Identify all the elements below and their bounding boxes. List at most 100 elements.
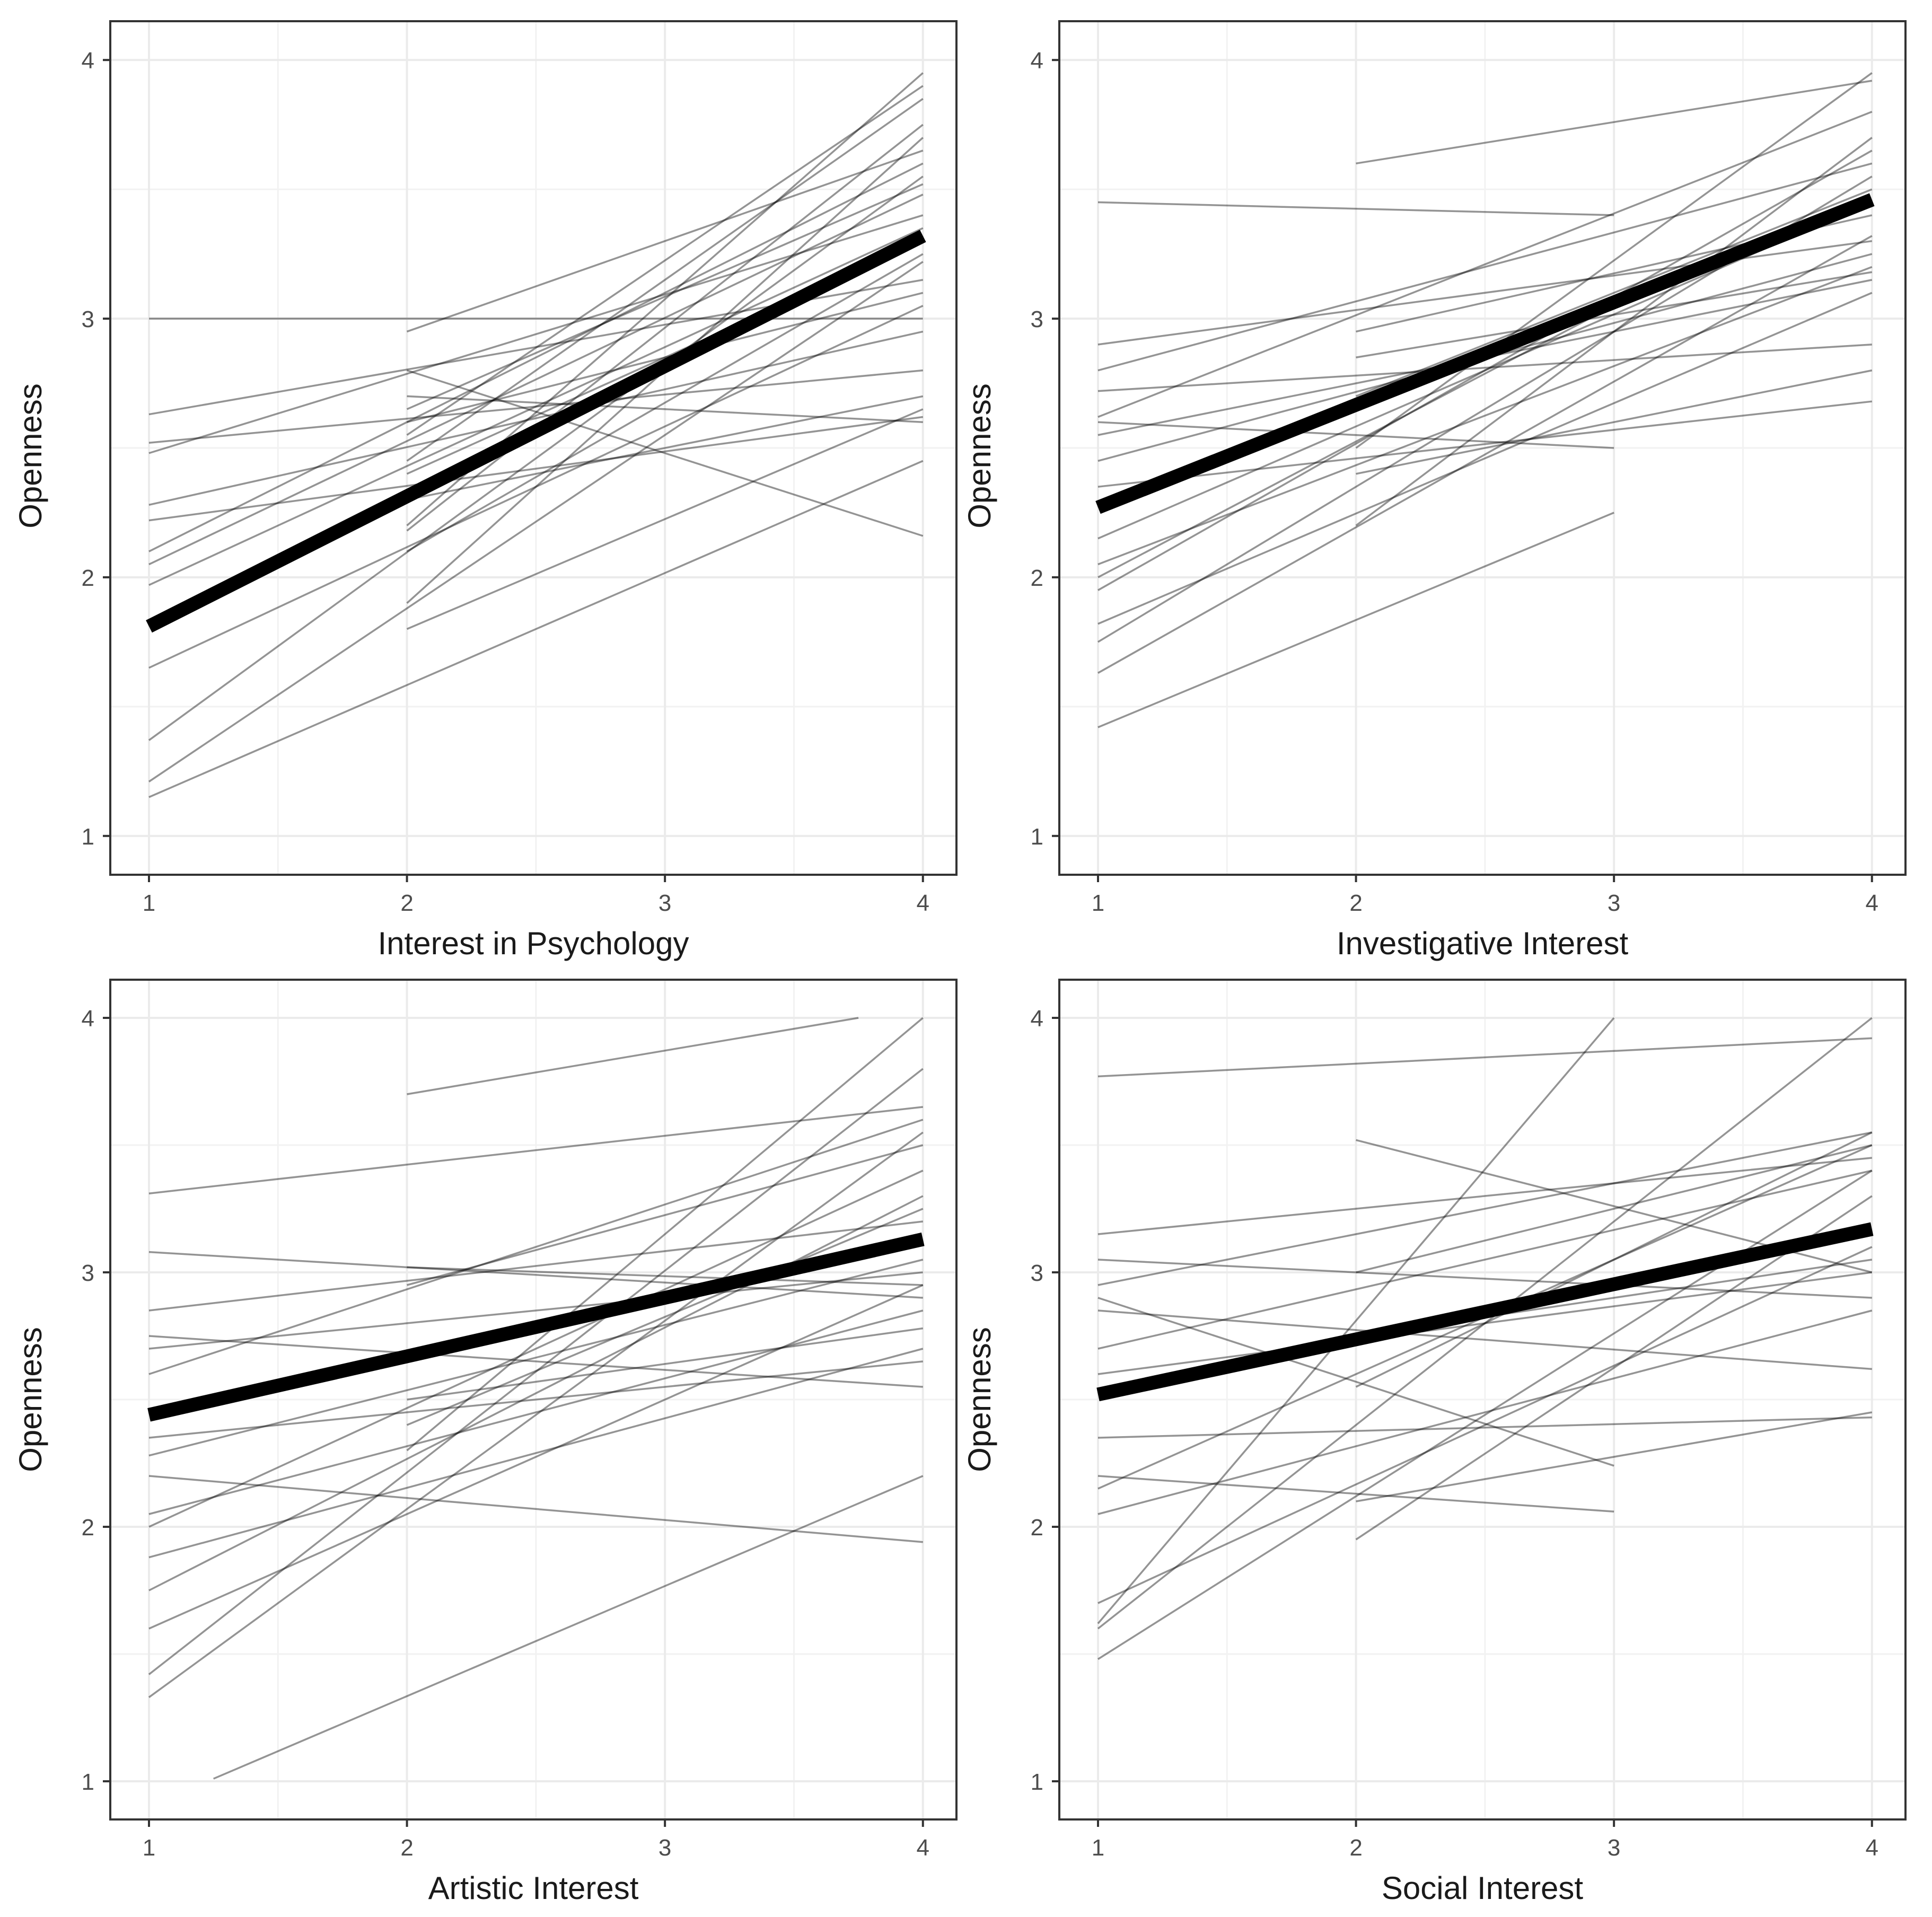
fitted-line <box>146 230 926 633</box>
y-tick-label: 3 <box>1031 1260 1043 1286</box>
x-axis-title: Interest in Psychology <box>378 926 689 961</box>
individual-line <box>1097 344 1872 392</box>
individual-line <box>148 369 923 444</box>
panel-3-labels: Social Interest Openness <box>962 1327 1583 1906</box>
panel-0-labels: Interest in Psychology Openness <box>13 383 689 961</box>
x-tick-label: 1 <box>143 1835 155 1861</box>
individual-line <box>407 395 923 423</box>
y-tick-label: 3 <box>82 1260 94 1286</box>
y-tick-label: 1 <box>82 824 94 850</box>
y-tick-label: 2 <box>82 1515 94 1541</box>
x-axis-title: Investigative Interest <box>1337 926 1629 961</box>
individual-line <box>148 1119 924 1375</box>
individual-line <box>148 330 924 506</box>
individual-line <box>148 1475 923 1543</box>
individual-line <box>407 369 924 537</box>
panel-border <box>109 979 958 1821</box>
y-tick-label: 2 <box>1031 1515 1043 1541</box>
individual-line <box>1097 1475 1614 1513</box>
x-tick-label: 3 <box>658 890 671 916</box>
individual-line <box>148 1068 924 1675</box>
individual-line <box>1097 1271 1872 1375</box>
individual-line <box>1356 1144 1873 1273</box>
y-tick-label: 1 <box>1031 1769 1043 1795</box>
individual-line <box>148 261 924 782</box>
individual-line <box>1097 1259 1872 1299</box>
y-axis-title: Openness <box>13 383 48 529</box>
individual-line <box>1097 1017 1873 1630</box>
individual-line <box>1356 1411 1873 1502</box>
individual-line <box>1097 1309 1873 1515</box>
individual-line <box>148 1335 923 1388</box>
individual-line <box>1097 162 1873 372</box>
individual-line <box>407 1327 923 1401</box>
y-tick-label: 4 <box>82 48 94 74</box>
x-tick-label: 3 <box>1608 1835 1620 1861</box>
individual-line <box>213 1475 924 1780</box>
individual-line <box>1097 111 1873 418</box>
individual-line <box>406 1017 924 1452</box>
x-tick-label: 4 <box>917 1835 929 1861</box>
x-tick-label: 2 <box>1349 1835 1362 1861</box>
x-tick-label: 1 <box>1092 1835 1104 1861</box>
individual-line <box>406 124 924 532</box>
x-axis-title: Social Interest <box>1382 1870 1584 1906</box>
individual-line <box>1097 201 1614 216</box>
individual-line <box>1355 188 1873 398</box>
individual-line <box>148 1271 923 1350</box>
individual-line <box>406 408 924 630</box>
individual-line <box>407 292 924 423</box>
individual-line <box>148 1360 923 1439</box>
individual-line <box>148 1131 924 1699</box>
panel-border <box>109 20 958 876</box>
individual-line <box>406 183 924 410</box>
individual-line <box>1097 1037 1872 1078</box>
panel-interest-in-psychology: 1 2 3 4 1 2 3 4 <box>82 20 958 916</box>
individual-line <box>148 175 924 741</box>
x-tick-label: 2 <box>400 1835 413 1861</box>
individual-line <box>1356 369 1873 475</box>
x-tick-label: 3 <box>658 1835 671 1861</box>
x-tick-label: 1 <box>1092 890 1104 916</box>
y-tick-label: 2 <box>82 565 94 591</box>
y-tick-label: 1 <box>82 1769 94 1795</box>
individual-line <box>407 395 924 501</box>
x-tick-label: 2 <box>1349 890 1362 916</box>
x-tick-label: 2 <box>400 890 413 916</box>
individual-line <box>1097 1017 1615 1624</box>
individual-line <box>1097 1416 1872 1439</box>
individual-line <box>1097 305 1614 578</box>
individual-line <box>407 1144 924 1286</box>
individual-line <box>148 1106 923 1194</box>
panel-2-labels: Artistic Interest Openness <box>13 1327 639 1906</box>
individual-line <box>1355 1131 1873 1388</box>
individual-line <box>148 214 924 454</box>
x-tick-label: 1 <box>143 890 155 916</box>
individual-line <box>1097 266 1873 566</box>
y-tick-label: 3 <box>1031 306 1043 332</box>
fitted-line <box>1095 193 1875 514</box>
individual-line <box>1097 400 1872 488</box>
individual-line <box>1097 292 1873 625</box>
panel-investigative-interest: 1 2 3 4 1 2 3 4 <box>1031 20 1907 916</box>
panel-artistic-interest: 1 2 3 4 1 2 3 4 <box>82 979 958 1861</box>
x-tick-label: 4 <box>917 890 929 916</box>
panel-border <box>1058 20 1907 876</box>
panel-border <box>1058 979 1907 1821</box>
y-tick-label: 4 <box>1031 48 1043 74</box>
x-tick-label: 4 <box>1866 1835 1878 1861</box>
individual-line <box>148 194 924 566</box>
individual-line <box>148 1169 924 1528</box>
individual-line <box>148 460 924 798</box>
y-tick-label: 4 <box>1031 1006 1043 1032</box>
individual-line <box>1097 1309 1872 1370</box>
individual-line <box>1097 512 1614 728</box>
individual-line <box>407 1266 923 1286</box>
y-axis-title: Openness <box>13 1327 48 1472</box>
individual-line <box>148 1348 924 1559</box>
y-axis-title: Openness <box>962 383 997 529</box>
y-axis-title: Openness <box>962 1327 997 1472</box>
individual-line <box>406 253 924 552</box>
